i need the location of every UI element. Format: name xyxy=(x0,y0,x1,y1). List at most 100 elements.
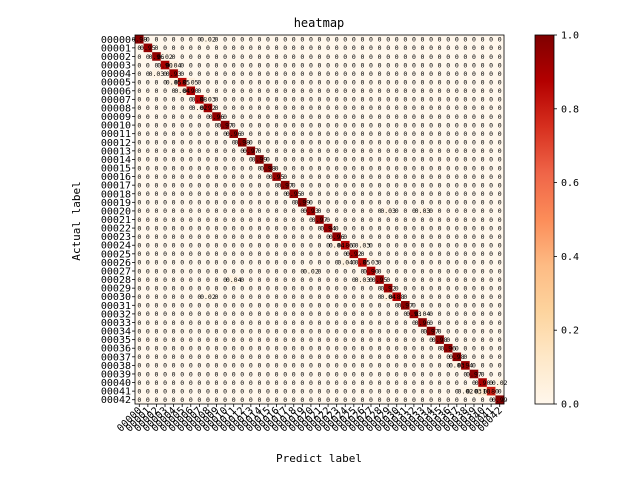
heatmap-cell-r31-c13 xyxy=(246,301,256,310)
cell-value-r37-c8: 0 xyxy=(206,353,210,361)
cell-value-r18-c6: 0 xyxy=(189,190,193,198)
heatmap-cell-r9-c32 xyxy=(409,112,419,122)
cell-value-r17-c38: 0 xyxy=(463,181,467,189)
heatmap-cell-r19-c2 xyxy=(152,198,162,207)
cell-value-r24-c9: 0 xyxy=(215,242,219,250)
heatmap-cell-r20-c26 xyxy=(358,206,367,216)
cell-value-r5-c24: 0 xyxy=(343,79,347,87)
cell-value-r25-c10: 0 xyxy=(223,250,227,258)
heatmap-cell-r5-c35 xyxy=(435,77,445,87)
cell-value-r34-c15: 0 xyxy=(266,327,270,335)
heatmap-cell-r11-c18 xyxy=(289,129,299,139)
heatmap-cell-r42-c33 xyxy=(418,395,428,405)
cell-value-r7-c36: 0 xyxy=(446,96,450,104)
heatmap-cell-r40-c13 xyxy=(246,378,256,388)
heatmap-cell-r6-c40 xyxy=(478,86,488,96)
cell-value-r40-c18: 0 xyxy=(292,379,296,387)
heatmap-cell-r11-c24 xyxy=(340,129,350,139)
cell-value-r33-c2: 0 xyxy=(154,319,158,327)
cell-value-r42-c4: 0 xyxy=(172,396,176,404)
cell-value-r37-c4: 0 xyxy=(172,353,176,361)
cell-value-r25-c37: 0 xyxy=(455,250,459,258)
cell-value-r15-c42: 0 xyxy=(498,164,502,172)
heatmap-cell-r33-c24 xyxy=(340,318,350,328)
heatmap-cell-r14-c18 xyxy=(289,155,299,165)
heatmap-cell-r3-c39 xyxy=(469,60,479,70)
cell-value-r5-c27: 0 xyxy=(369,79,373,87)
cell-value-r1-c2: 0 xyxy=(154,44,158,52)
cell-value-r1-c41: 0 xyxy=(489,44,493,52)
heatmap-cell-r35-c4 xyxy=(169,335,179,345)
y-tick-label-14: 00014 xyxy=(101,155,131,166)
heatmap-cell-r4-c4 xyxy=(169,69,179,79)
cell-value-r13-c36: 0 xyxy=(446,147,450,155)
cell-value-r42-c29: 0 xyxy=(386,396,390,404)
cell-value-r0-c19: 0 xyxy=(300,36,304,44)
heatmap-cell-r11-c15 xyxy=(263,129,273,139)
heatmap-cell-r2-c15 xyxy=(263,52,273,62)
cell-value-r11-c27: 0 xyxy=(369,130,373,138)
heatmap-cell-r1-c28 xyxy=(375,43,385,53)
heatmap-cell-r38-c34 xyxy=(426,361,436,370)
heatmap-cell-r27-c31 xyxy=(401,266,410,276)
heatmap-cell-r7-c7 xyxy=(195,95,204,104)
heatmap-cell-r33-c1 xyxy=(143,318,153,328)
cell-value-r28-c27: 0 xyxy=(369,276,373,284)
y-tick-label-31: 00031 xyxy=(101,301,131,312)
cell-value-r21-c25: 0 xyxy=(352,216,356,224)
heatmap-cell-r2-c29 xyxy=(383,52,393,62)
cell-value-r26-c18: 0 xyxy=(292,259,296,267)
heatmap-cell-r29-c27 xyxy=(366,283,376,293)
heatmap-cell-r17-c13 xyxy=(246,180,256,190)
cell-value-r31-c28: 0 xyxy=(378,302,382,310)
heatmap-cell-r36-c3 xyxy=(160,343,170,353)
cell-value-r27-c39: 0 xyxy=(472,267,476,275)
cell-value-r23-c6: 0 xyxy=(189,233,193,241)
heatmap-cell-r5-c37 xyxy=(452,77,462,87)
heatmap-cell-r17-c6 xyxy=(186,180,196,190)
cell-value-r20-c27: 0 xyxy=(369,207,373,215)
heatmap-cell-r11-c42 xyxy=(495,129,505,139)
heatmap-cell-r34-c16 xyxy=(272,326,282,336)
cell-value-r25-c19: 0 xyxy=(300,250,304,258)
heatmap-cell-r0-c16 xyxy=(272,35,282,44)
heatmap-cell-r10-c11 xyxy=(229,120,239,130)
heatmap-cell-r21-c35 xyxy=(435,215,445,225)
cell-value-r20-c4: 0 xyxy=(172,207,176,215)
heatmap-cell-r20-c5 xyxy=(177,206,187,216)
heatmap-cell-r8-c19 xyxy=(298,103,307,113)
heatmap-cell-r29-c6 xyxy=(186,283,196,293)
cell-value-r33-c16: 0 xyxy=(275,319,279,327)
heatmap-cell-r12-c40 xyxy=(478,137,488,147)
heatmap-cell-r12-c35 xyxy=(435,137,445,147)
cell-value-r10-c19: 0 xyxy=(300,121,304,129)
heatmap-cell-r35-c39 xyxy=(469,335,479,345)
heatmap-cell-r13-c40 xyxy=(478,146,488,156)
cell-value-r33-c39: 0 xyxy=(472,319,476,327)
heatmap-cell-r27-c26 xyxy=(358,266,367,276)
cell-value-r7-c16: 0 xyxy=(275,96,279,104)
heatmap-cell-r23-c40 xyxy=(478,232,488,242)
cell-value-r32-c24: 0 xyxy=(343,310,347,318)
heatmap-cell-r40-c29 xyxy=(383,378,393,388)
heatmap-cell-r35-c0 xyxy=(135,335,144,345)
heatmap-cell-r42-c41 xyxy=(486,395,496,405)
cell-value-r19-c37: 0 xyxy=(455,199,459,207)
cell-value-r38-c21: 0 xyxy=(318,362,322,370)
cell-value-r11-c42: 0 xyxy=(498,130,502,138)
cell-value-r42-c12: 0 xyxy=(240,396,244,404)
cell-value-r14-c17: 0 xyxy=(283,156,287,164)
cell-value-r35-c38: 0 xyxy=(463,336,467,344)
heatmap-cell-r13-c25 xyxy=(349,146,359,156)
cell-value-r16-c2: 0 xyxy=(154,173,158,181)
heatmap-cell-r0-c6 xyxy=(186,35,196,44)
cell-value-r22-c29: 0 xyxy=(386,224,390,232)
heatmap-cell-r14-c38 xyxy=(461,155,470,165)
heatmap-cell-r18-c33 xyxy=(418,189,428,199)
cell-value-r9-c0: 0 xyxy=(137,113,141,121)
heatmap-cell-r18-c14 xyxy=(255,189,265,199)
heatmap-cell-r27-c11 xyxy=(229,266,239,276)
heatmap-cell-r10-c15 xyxy=(263,120,273,130)
cell-value-r30-c30: 0.88 xyxy=(389,293,405,301)
cell-value-r37-c31: 0 xyxy=(403,353,407,361)
